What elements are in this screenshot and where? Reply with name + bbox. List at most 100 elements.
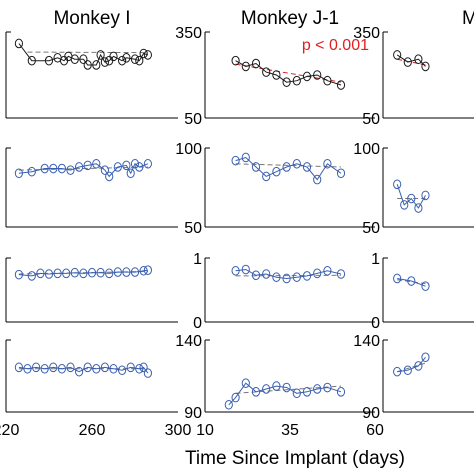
data-point	[272, 272, 281, 283]
data-point	[421, 190, 430, 201]
data-point	[421, 352, 430, 363]
data-point	[27, 271, 36, 281]
data-point	[302, 162, 312, 172]
data-point	[66, 362, 75, 373]
data-point	[231, 392, 240, 403]
data-point	[14, 269, 23, 280]
data-point	[139, 48, 148, 59]
data-point	[323, 75, 332, 86]
trend-line	[397, 58, 426, 66]
data-point	[414, 203, 423, 213]
y-tick-label: 350	[175, 25, 202, 42]
trend-line	[235, 385, 342, 394]
data-point	[272, 70, 281, 80]
panel-r2-c1: 01	[193, 251, 375, 332]
data-point	[407, 276, 416, 286]
data-point	[313, 268, 322, 279]
x-tick-label: 60	[366, 422, 384, 439]
series-line	[228, 382, 342, 406]
trend-line	[18, 166, 148, 171]
data-point	[122, 160, 131, 171]
data-point	[241, 61, 250, 72]
data-point	[32, 362, 41, 373]
data-point	[143, 159, 152, 169]
data-point	[126, 362, 135, 373]
x-tick-label: 10	[196, 422, 214, 439]
data-point	[100, 362, 110, 373]
data-point	[100, 165, 110, 175]
data-point	[282, 273, 291, 284]
data-point	[27, 166, 36, 177]
data-point	[79, 268, 88, 279]
data-point	[14, 38, 23, 49]
data-point	[130, 267, 140, 277]
data-point	[336, 168, 346, 179]
y-tick-label: 50	[184, 220, 202, 237]
data-point	[92, 159, 101, 169]
x-tick-label: 260	[79, 422, 106, 439]
data-point	[126, 168, 135, 179]
data-point	[96, 267, 105, 278]
panel-title: M	[462, 8, 474, 29]
data-point	[96, 50, 105, 60]
data-point	[282, 162, 291, 172]
y-tick-label: 50	[362, 220, 380, 237]
y-tick-label: 1	[193, 251, 202, 268]
y-tick-label: 100	[353, 141, 380, 158]
data-point	[241, 264, 250, 275]
data-point	[251, 270, 261, 281]
trend-line	[397, 279, 426, 285]
data-point	[302, 387, 312, 397]
data-point	[393, 273, 402, 284]
data-point	[62, 268, 71, 279]
data-point	[292, 388, 301, 399]
data-point	[135, 162, 144, 172]
data-point	[92, 364, 101, 374]
data-point	[323, 159, 332, 169]
y-tick-label: 0	[193, 315, 202, 332]
data-point	[302, 71, 312, 82]
data-point	[122, 267, 131, 277]
data-point	[336, 80, 346, 90]
y-tick-label: 140	[353, 333, 380, 350]
data-point	[109, 51, 118, 62]
data-point	[251, 387, 261, 397]
data-point	[14, 168, 23, 179]
data-point	[272, 381, 281, 391]
data-point	[414, 54, 423, 65]
data-point	[323, 382, 332, 393]
data-point	[292, 75, 301, 86]
panel-r0-c2: 50 350 M	[353, 8, 474, 128]
y-tick-label: 50	[362, 111, 380, 128]
series-line	[396, 184, 426, 209]
data-point	[66, 165, 75, 175]
data-point	[282, 77, 291, 87]
y-tick-label: 50	[184, 111, 202, 128]
data-point	[109, 364, 118, 374]
panel-r0-c0: Monkey I	[5, 8, 178, 119]
panel-r3-c2: 90 140	[353, 333, 474, 422]
data-point	[23, 364, 32, 374]
data-point	[36, 268, 45, 279]
y-tick-label: 0	[371, 315, 380, 332]
data-point	[336, 387, 346, 397]
panel-r3-c0: 220 260 300	[0, 339, 192, 439]
y-tick-label: 90	[184, 405, 202, 422]
panel-r2-c2: 01	[371, 251, 474, 332]
y-tick-label: 90	[362, 405, 380, 422]
data-point	[14, 362, 23, 373]
data-point	[262, 269, 271, 279]
data-point	[313, 174, 322, 185]
data-point	[49, 362, 58, 373]
data-point	[241, 152, 250, 163]
data-point	[241, 378, 250, 389]
panel-title: Monkey I	[53, 8, 130, 29]
series-line	[18, 43, 149, 66]
x-tick-label: 300	[165, 422, 192, 439]
data-point	[224, 400, 233, 410]
x-axis-label: Time Since Implant (days)	[185, 448, 405, 469]
y-tick-label: 1	[371, 251, 380, 268]
data-point	[139, 266, 148, 276]
series-line	[235, 60, 342, 86]
